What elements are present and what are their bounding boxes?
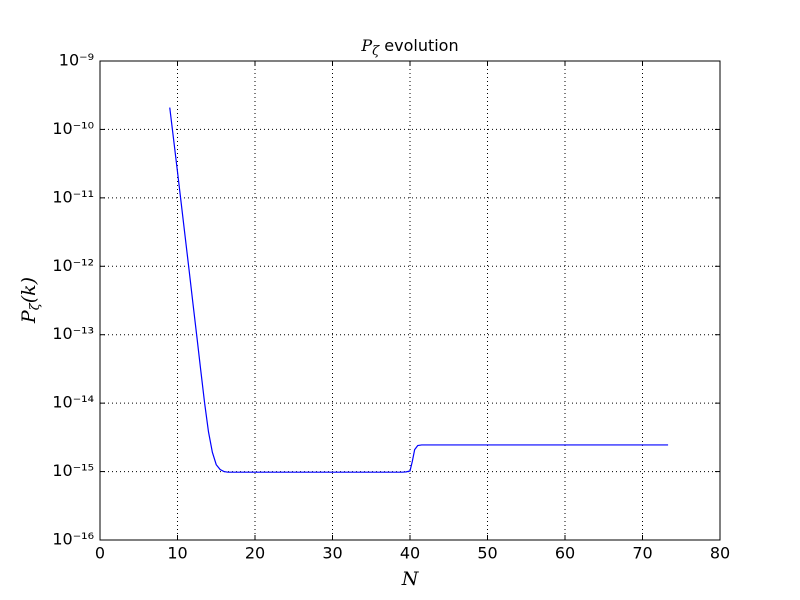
plot-frame	[99, 60, 721, 541]
title-text: evolution	[379, 36, 458, 55]
x-tick-label: 10	[167, 544, 187, 563]
chart-title: Pζ evolution	[360, 36, 458, 59]
x-axis-label: N	[401, 568, 420, 590]
ylabel-text: (k)	[18, 277, 40, 303]
y-axis-label: Pζ(k)	[18, 277, 43, 324]
y-tick-label: 10⁻⁹	[59, 51, 94, 70]
y-tick-label: 10⁻¹⁴	[52, 393, 94, 412]
x-tick-label: 40	[400, 544, 420, 563]
data-line	[169, 107, 669, 473]
x-tick-label: 60	[555, 544, 575, 563]
ylabel-symbol: P	[18, 309, 40, 324]
title-symbol: P	[360, 36, 372, 55]
x-tick-label: 70	[632, 544, 652, 563]
x-tick-label: 0	[95, 544, 105, 563]
y-tick-label: 10⁻¹³	[52, 324, 94, 343]
y-tick-label: 10⁻¹¹	[52, 187, 94, 206]
ylabel-subscript: ζ	[28, 302, 43, 310]
x-tick-label: 30	[322, 544, 342, 563]
y-tick-label: 10⁻¹²	[52, 256, 94, 275]
title-subscript: ζ	[372, 44, 380, 59]
x-tick-label: 80	[710, 544, 730, 563]
y-tick-label: 10⁻¹⁰	[52, 119, 94, 138]
x-tick-label: 20	[245, 544, 265, 563]
y-tick-label: 10⁻¹⁶	[52, 530, 94, 549]
x-tick-label: 50	[477, 544, 497, 563]
y-tick-label: 10⁻¹⁵	[52, 461, 94, 480]
